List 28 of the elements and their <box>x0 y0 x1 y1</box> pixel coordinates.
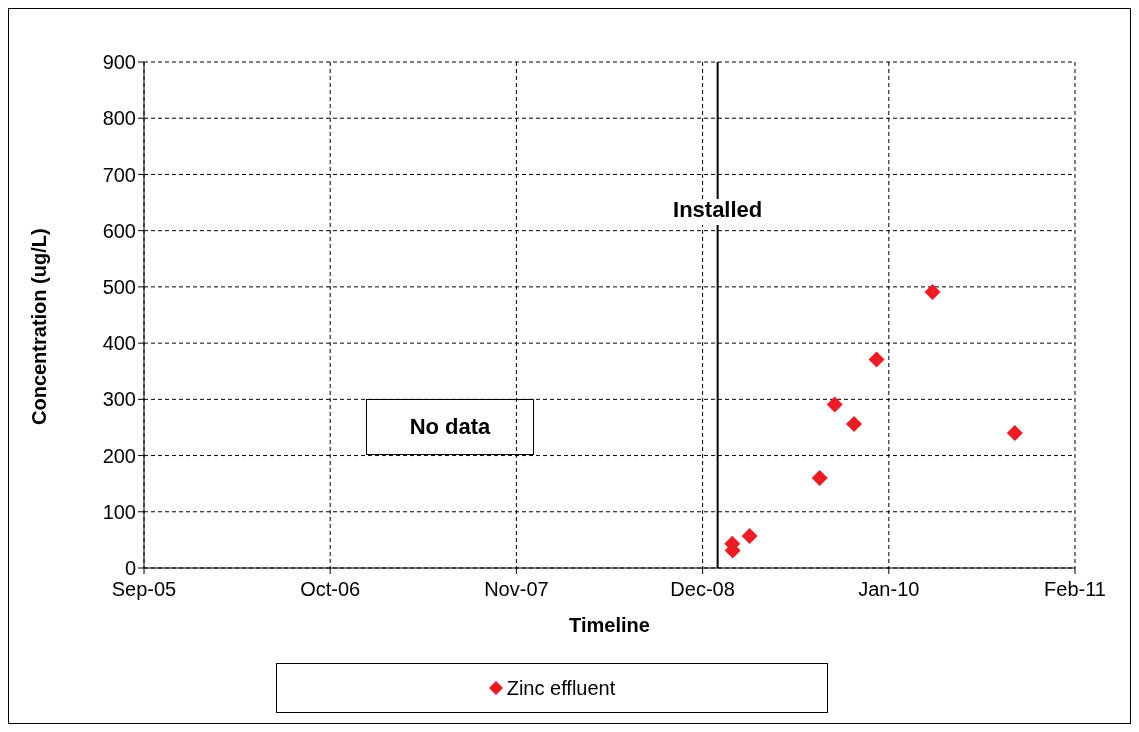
x-tick-label: Oct-06 <box>300 578 361 601</box>
annotation: No data <box>409 414 491 440</box>
x-tick-label: Jan-10 <box>858 578 920 601</box>
x-axis-title: Timeline <box>569 614 650 637</box>
point <box>868 351 885 368</box>
point <box>826 396 843 413</box>
y-tick-label: 100 <box>102 500 136 523</box>
ref-line-label: Installed <box>673 197 763 222</box>
y-tick-label: 200 <box>102 444 136 467</box>
legend-label: Zinc effluent <box>506 676 616 700</box>
point <box>811 470 828 487</box>
point <box>924 283 941 300</box>
x-tick-label: Sep-05 <box>111 578 177 601</box>
point <box>741 527 758 544</box>
y-tick-label: 0 <box>124 557 136 580</box>
x-tick-label: Feb-11 <box>1044 578 1106 601</box>
y-tick-label: 300 <box>102 388 136 411</box>
x-tick-label: Dec-08 <box>670 578 735 601</box>
y-tick-label: 500 <box>102 275 136 298</box>
y-axis-title: Concentration (ug/L) <box>28 228 51 425</box>
y-tick-label: 900 <box>102 51 136 74</box>
x-tick-label: Nov-07 <box>484 578 549 601</box>
point <box>1006 425 1023 442</box>
y-tick-label: 700 <box>102 163 136 186</box>
y-tick-label: 400 <box>102 332 136 355</box>
point <box>846 416 863 433</box>
y-tick-label: 600 <box>102 219 136 242</box>
y-tick-label: 800 <box>102 107 136 130</box>
